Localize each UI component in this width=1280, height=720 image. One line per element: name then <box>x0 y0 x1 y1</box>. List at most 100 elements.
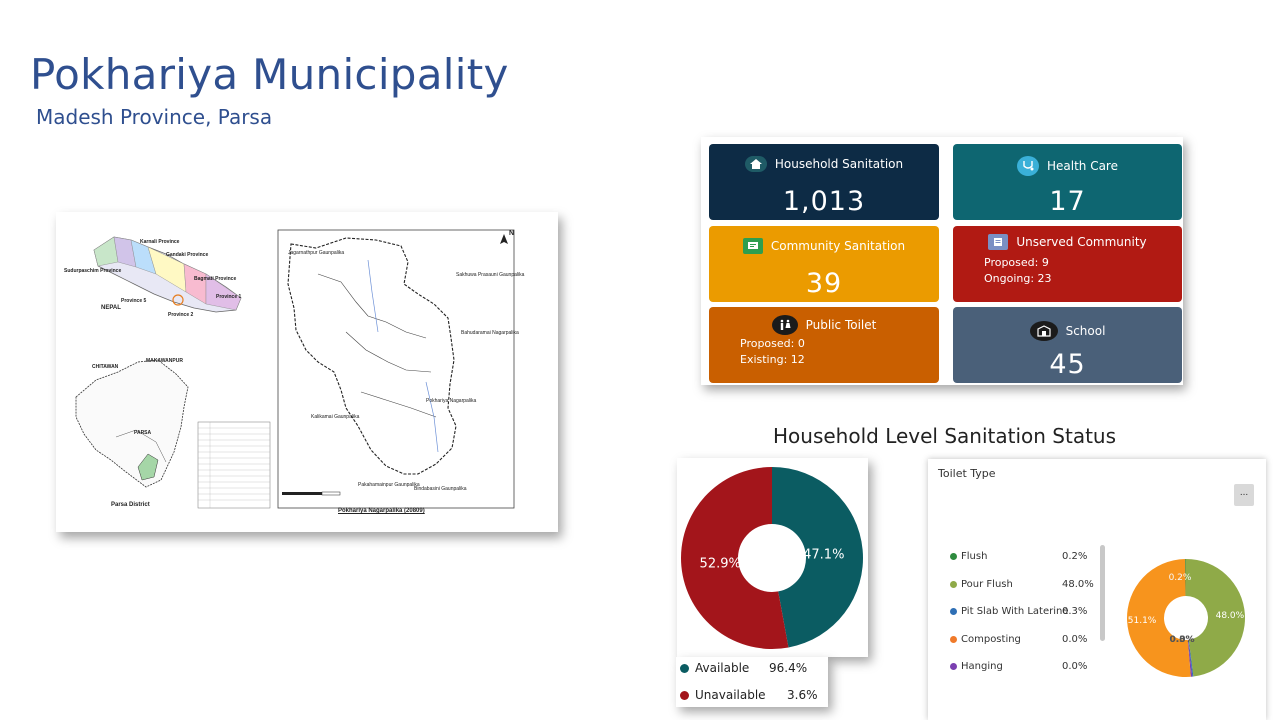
location-map: NEPAL Parsa District Pokhariya Nagarpali… <box>56 212 558 532</box>
map-label-bahudaramai: Bahudaramai Nagarpalika <box>461 330 519 336</box>
map-label-karnali: Karnali Province <box>140 239 180 245</box>
map-label-pakahamainpur: Pakahamainpur Gaunpalika <box>358 482 420 488</box>
toilet-slice[interactable] <box>1185 559 1186 597</box>
legend-label: Composting <box>961 633 1021 645</box>
chat-icon <box>742 238 763 254</box>
map-label-kalikamai: Kalikamai Gaunpalika <box>311 414 360 420</box>
tile-ongoing: Ongoing: 23 <box>984 272 1052 285</box>
tile-label: Unserved Community <box>1016 235 1147 249</box>
map-label-sakhuwa: Sakhuwa Prasauni Gaunpalika <box>456 272 525 278</box>
tile-label: Health Care <box>1046 159 1118 173</box>
legend-item-pit-slab-with-laterine[interactable]: Pit Slab With Laterine <box>950 606 1085 617</box>
availability-legend: Available 96.4% Unavailable 3.6% <box>676 657 828 707</box>
toilet-slice-label: 0.3% <box>1170 635 1195 645</box>
tile-value: 1,013 <box>782 186 866 217</box>
slice-unavailable[interactable] <box>681 467 789 649</box>
tile-proposed: Proposed: 9 <box>984 256 1049 269</box>
toilet-slice[interactable] <box>1186 559 1246 677</box>
availability-donut: 47.1% 52.9% <box>681 467 863 649</box>
legend-swatch <box>950 580 957 588</box>
toilet-type-title: Toilet Type <box>938 467 996 480</box>
legend-label: Hanging <box>961 661 1003 672</box>
legend-item-flush[interactable]: Flush <box>950 551 1085 562</box>
tile-proposed: Proposed: 0 <box>740 337 805 350</box>
map-graphic <box>75 229 515 509</box>
map-label-pokhariya: Pokhariya Nagarpalika <box>426 398 477 404</box>
tile-label: School <box>1065 324 1106 338</box>
map-label-parsa: PARSA <box>134 430 152 436</box>
slice-label: 52.9% <box>700 557 741 572</box>
legend-value: 0.0% <box>1062 633 1088 645</box>
legend-value: 3.6% <box>787 688 818 702</box>
restroom-icon <box>771 315 798 335</box>
tile-community-sanitation[interactable]: Community Sanitation 39 <box>709 226 939 302</box>
map-label-bindabasini: Bindabasini Gaunpalika <box>414 486 467 492</box>
legend-swatch <box>950 635 957 643</box>
legend-value: 0.0% <box>1062 661 1088 672</box>
toilet-slice-label: 0.0% <box>1170 635 1195 645</box>
map-label-nepal: NEPAL <box>101 305 121 311</box>
map-north: N <box>509 230 515 237</box>
legend-item-hanging[interactable]: Hanging <box>950 661 1085 672</box>
legend-value: 96.4% <box>769 661 808 675</box>
legend-scrollbar[interactable] <box>1100 545 1105 641</box>
tile-value: 17 <box>1049 186 1086 217</box>
tile-label: Community Sanitation <box>770 239 906 253</box>
map-label-sudurpaschim: Sudurpaschim Province <box>64 268 122 274</box>
map-label-jagarnathpur: Jagarnathpur Gaunpalika <box>288 250 345 256</box>
tile-health-care[interactable]: Health Care 17 <box>953 144 1182 220</box>
toilet-slice-label: 0.2% <box>1169 573 1192 583</box>
house-icon <box>744 156 767 172</box>
toilet-slice-label: 51.1% <box>1128 616 1157 626</box>
document-icon <box>988 234 1009 250</box>
toilet-slice[interactable] <box>1187 639 1193 677</box>
toilet-slice-label: 48.0% <box>1216 611 1245 621</box>
map-label-province2: Province 2 <box>168 312 194 318</box>
legend-swatch <box>680 690 689 700</box>
legend-swatch <box>680 663 689 673</box>
tile-value: 39 <box>805 268 843 299</box>
tile-label: Public Toilet <box>805 318 877 332</box>
legend-item-composting[interactable]: Composting <box>950 634 1085 645</box>
stethoscope-icon <box>1016 156 1039 176</box>
tile-household-sanitation[interactable]: Household Sanitation 1,013 <box>709 144 939 220</box>
tile-label: Household Sanitation <box>774 157 904 171</box>
school-icon <box>1029 321 1058 341</box>
legend-value: 48.0% <box>1062 578 1094 590</box>
toilet-slice[interactable] <box>1188 639 1194 677</box>
legend-label: Unavailable <box>695 688 766 702</box>
section-title: Household Level Sanitation Status <box>773 424 1117 448</box>
tile-public-toilet[interactable]: Public Toilet Proposed: 0 Existing: 12 <box>709 307 939 383</box>
availability-chart: 47.1% 52.9% <box>677 458 868 657</box>
legend-item-unavailable: Unavailable 3.6% <box>680 688 818 702</box>
toilet-type-donut: 48.0% 0.3%0.0% 51.1% 0.2% <box>1126 559 1246 677</box>
tile-school[interactable]: School 45 <box>953 307 1182 383</box>
toilet-type-panel: Toilet Type ... Flush 0.2% Pour Flush 48.0%… <box>928 459 1266 720</box>
more-options-button[interactable]: ... <box>1234 484 1254 506</box>
map-label-makawanpur: MAKAWANPUR <box>146 358 183 364</box>
map-label-province5: Province 5 <box>121 298 147 304</box>
toilet-slice[interactable] <box>1126 559 1191 677</box>
slice-available[interactable] <box>772 467 863 648</box>
legend-label: Pit Slab With Laterine <box>961 606 1069 617</box>
legend-item-available: Available 96.4% <box>680 661 807 675</box>
map-label-chitawan: CHITAWAN <box>92 364 119 370</box>
map-label-gandaki: Gandaki Province <box>166 252 209 258</box>
map-caption: Pokhariya Nagarpalika (20809) <box>338 508 425 514</box>
legend-item-pour-flush[interactable]: Pour Flush <box>950 579 1085 590</box>
legend-label: Pour Flush <box>961 578 1013 590</box>
tile-unserved-community[interactable]: Unserved Community Proposed: 9 Ongoing: … <box>953 226 1182 302</box>
map-label-bagmati: Bagmati Province <box>194 276 237 282</box>
legend-value: 0.2% <box>1062 551 1088 562</box>
page-subtitle: Madesh Province, Parsa <box>36 105 273 129</box>
page-title: Pokhariya Municipality <box>30 50 509 99</box>
legend-label: Available <box>695 661 750 675</box>
legend-swatch <box>950 608 957 615</box>
tile-existing: Existing: 12 <box>740 353 805 366</box>
summary-tiles: Household Sanitation 1,013 Health Care 1… <box>701 137 1183 385</box>
legend-swatch <box>950 663 957 670</box>
map-label-province1: Province 1 <box>216 294 242 300</box>
legend-value: 0.3% <box>1062 606 1088 617</box>
tile-value: 45 <box>1049 349 1086 380</box>
legend-label: Flush <box>961 551 988 562</box>
